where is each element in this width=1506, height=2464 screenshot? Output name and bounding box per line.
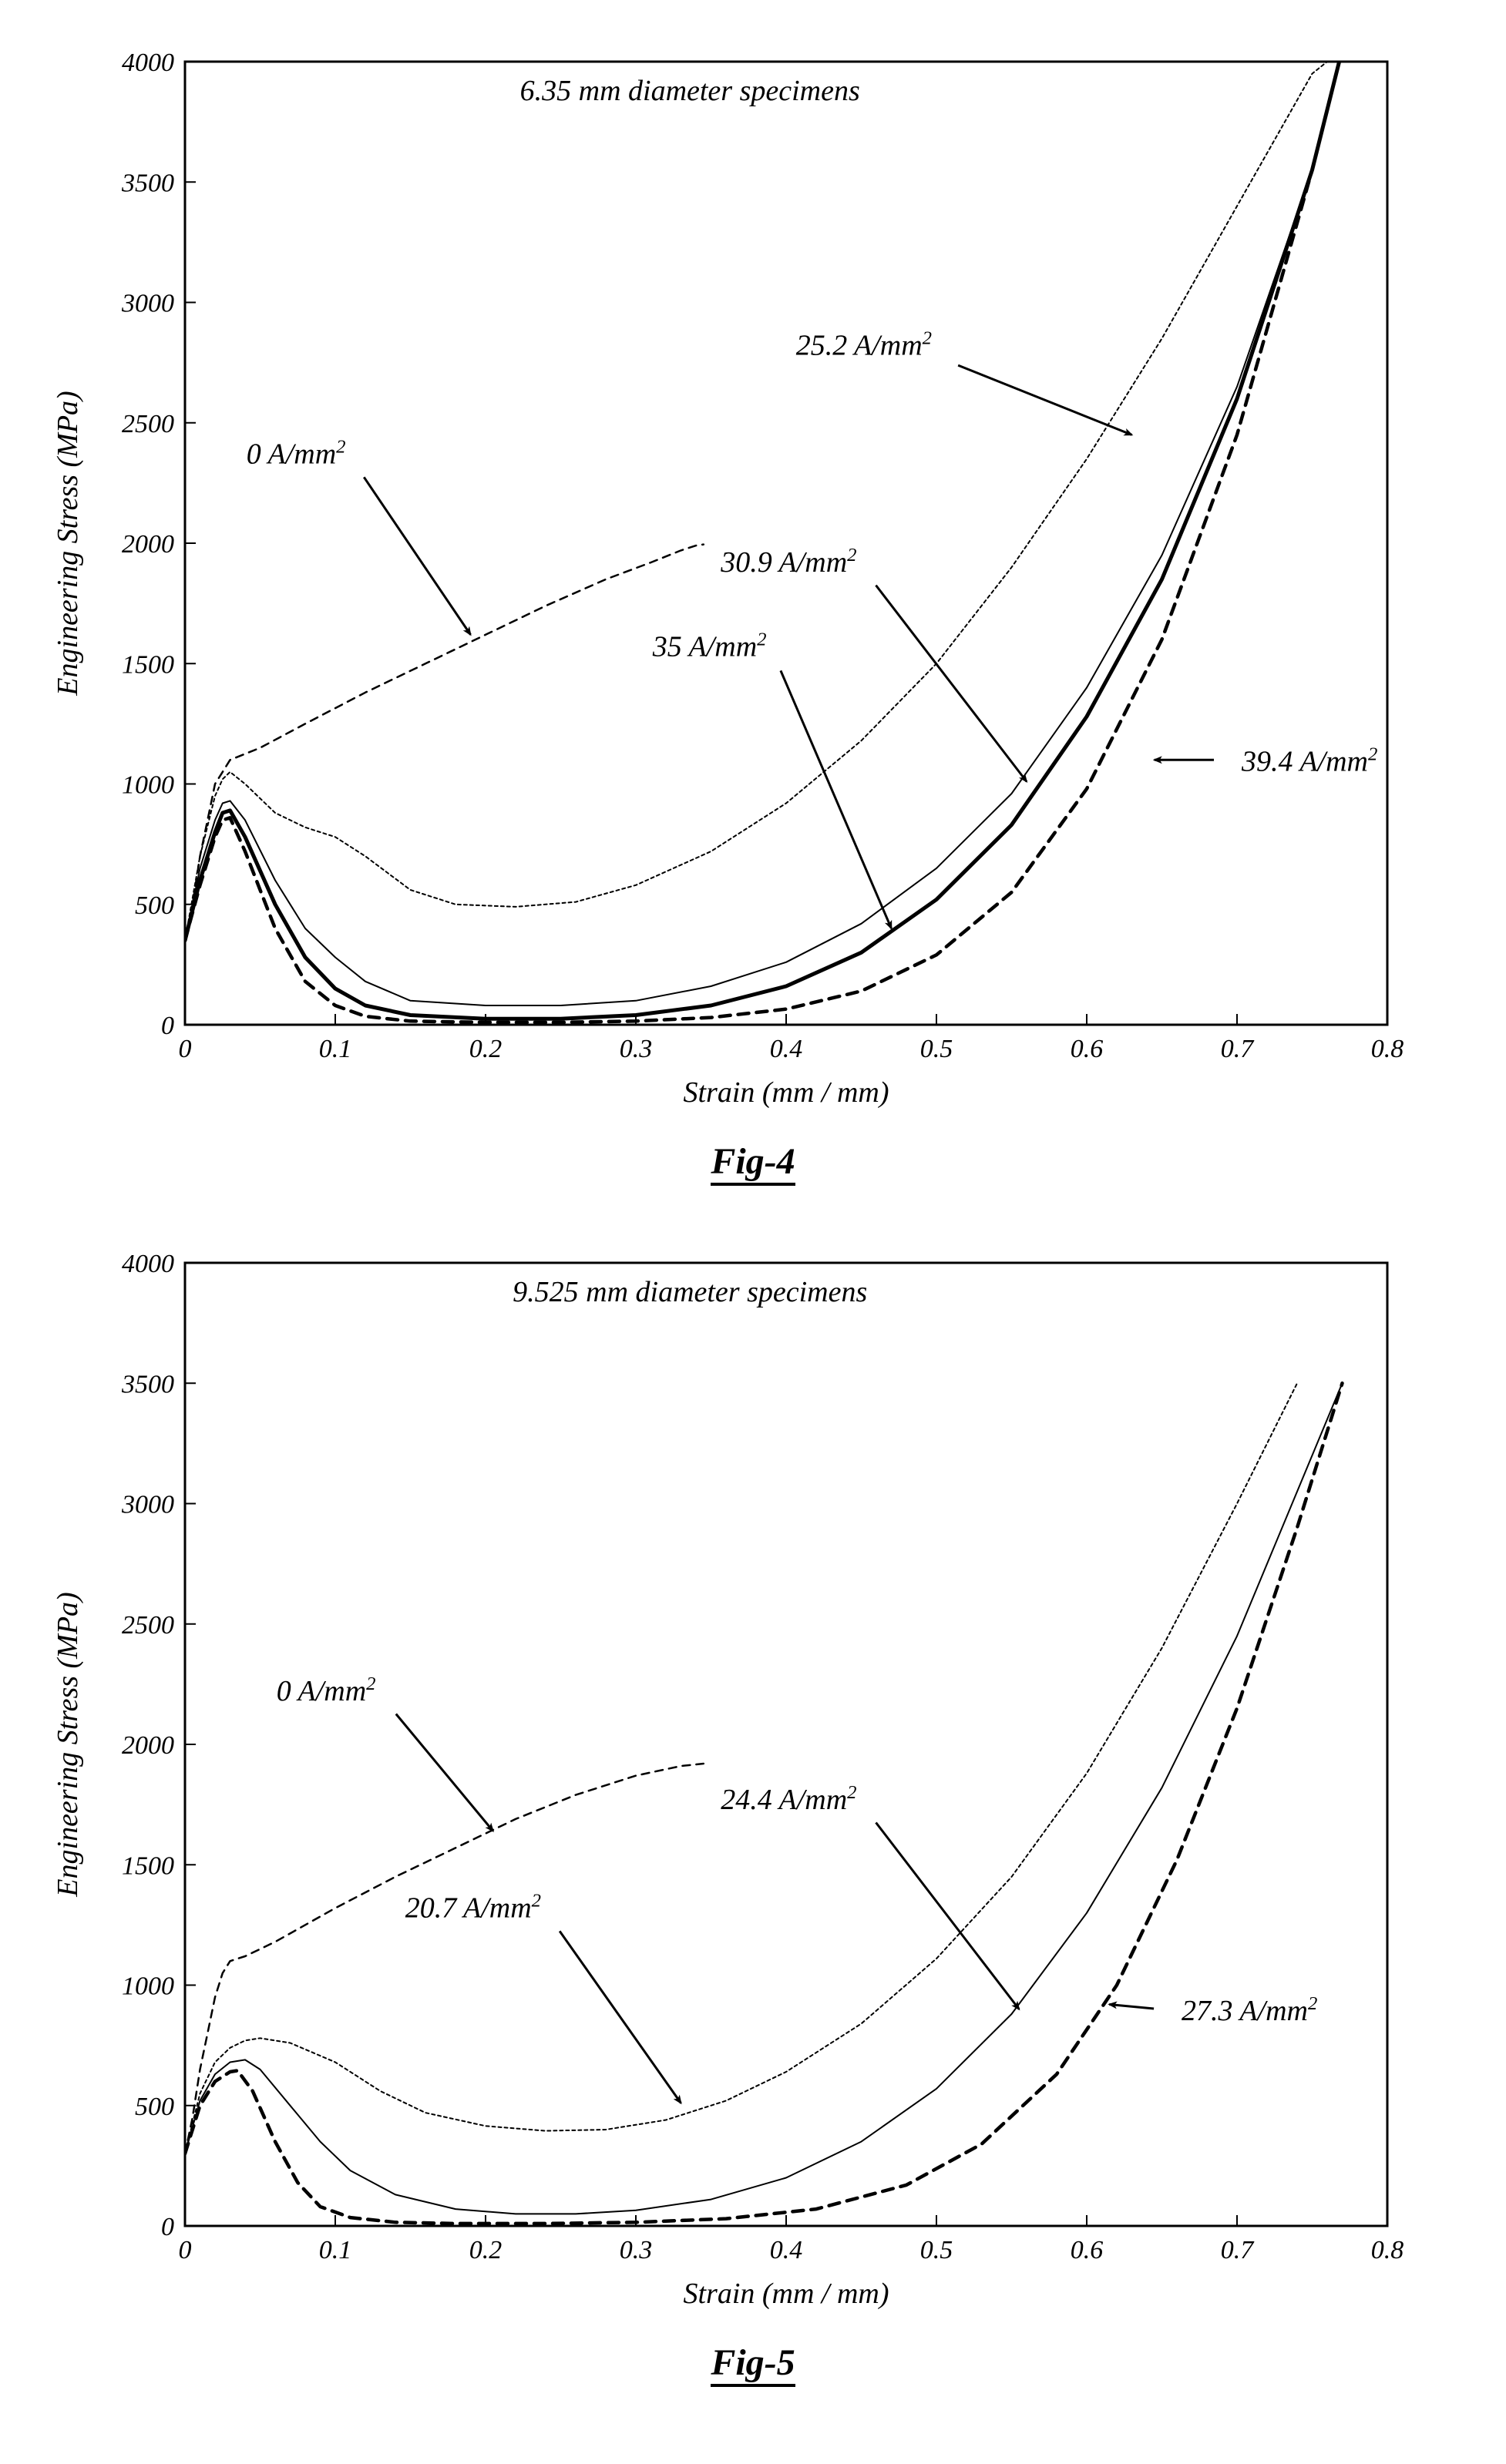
svg-text:0 A/mm2: 0 A/mm2 [277,1673,376,1707]
svg-text:1000: 1000 [122,771,174,800]
svg-text:0.6: 0.6 [1071,1035,1104,1063]
svg-text:27.3 A/mm2: 27.3 A/mm2 [1182,1993,1317,2027]
svg-text:2000: 2000 [122,1731,174,1760]
svg-text:0.2: 0.2 [469,1035,503,1063]
svg-text:0.4: 0.4 [770,2236,803,2264]
svg-text:0.3: 0.3 [620,2236,653,2264]
svg-text:3000: 3000 [121,1491,174,1519]
figure-4-container: 0 0.1 0.2 0.3 0.4 0.5 0.6 0.7 0.8 0 500 1000 1500 200… [31,31,1475,1186]
svg-text:2500: 2500 [122,410,174,438]
svg-text:4000: 4000 [122,49,174,77]
svg-text:24.4 A/mm2: 24.4 A/mm2 [721,1782,856,1816]
svg-text:1500: 1500 [122,1851,174,1880]
svg-text:500: 500 [135,2093,174,2121]
svg-text:3000: 3000 [121,290,174,318]
figure-5-container: 0 0.1 0.2 0.3 0.4 0.5 0.6 0.7 0.8 0 500 1000 1500 200… [31,1232,1475,2387]
svg-text:0.1: 0.1 [319,1035,352,1063]
svg-text:0.8: 0.8 [1371,1035,1404,1063]
svg-text:9.525 mm diameter specimens: 9.525 mm diameter specimens [513,1276,867,1308]
svg-text:0.5: 0.5 [920,1035,953,1063]
svg-text:2000: 2000 [122,530,174,559]
svg-text:6.35 mm diameter specimens: 6.35 mm diameter specimens [520,75,860,107]
svg-text:0.1: 0.1 [319,2236,352,2264]
svg-text:4000: 4000 [122,1250,174,1278]
svg-text:0.7: 0.7 [1221,1035,1256,1063]
svg-text:30.9 A/mm2: 30.9 A/mm2 [720,545,856,579]
figure-5-plot: 0 0.1 0.2 0.3 0.4 0.5 0.6 0.7 0.8 0 500 1000 1500 200… [31,1232,1475,2334]
svg-text:1000: 1000 [122,1972,174,2001]
figure-5-caption: Fig-5 [711,2341,795,2387]
svg-text:39.4 A/mm2: 39.4 A/mm2 [1241,744,1377,777]
svg-text:0: 0 [161,2213,174,2241]
svg-text:0: 0 [161,1012,174,1040]
svg-text:0 A/mm2: 0 A/mm2 [247,436,346,470]
figure-4-caption: Fig-4 [711,1140,795,1186]
svg-text:35 A/mm2: 35 A/mm2 [652,629,767,663]
figure-4-plot: 0 0.1 0.2 0.3 0.4 0.5 0.6 0.7 0.8 0 500 1000 1500 200… [31,31,1475,1133]
svg-text:Strain (mm / mm): Strain (mm / mm) [683,2278,889,2310]
svg-text:3500: 3500 [121,1370,174,1398]
svg-text:0.6: 0.6 [1071,2236,1104,2264]
svg-text:Strain (mm / mm): Strain (mm / mm) [683,1076,889,1109]
svg-text:2500: 2500 [122,1611,174,1640]
svg-text:0.3: 0.3 [620,1035,653,1063]
svg-text:20.7 A/mm2: 20.7 A/mm2 [405,1890,541,1924]
svg-text:0.5: 0.5 [920,2236,953,2264]
svg-text:0.4: 0.4 [770,1035,803,1063]
svg-text:0: 0 [179,2236,192,2264]
svg-text:500: 500 [135,891,174,920]
svg-text:1500: 1500 [122,650,174,679]
svg-text:Engineering Stress (MPa): Engineering Stress (MPa) [52,391,84,696]
svg-text:0.8: 0.8 [1371,2236,1404,2264]
svg-text:0.7: 0.7 [1221,2236,1256,2264]
svg-text:3500: 3500 [121,169,174,197]
svg-text:0: 0 [179,1035,192,1063]
svg-text:Engineering Stress (MPa): Engineering Stress (MPa) [52,1592,84,1897]
svg-text:0.2: 0.2 [469,2236,503,2264]
svg-text:25.2 A/mm2: 25.2 A/mm2 [796,328,932,362]
